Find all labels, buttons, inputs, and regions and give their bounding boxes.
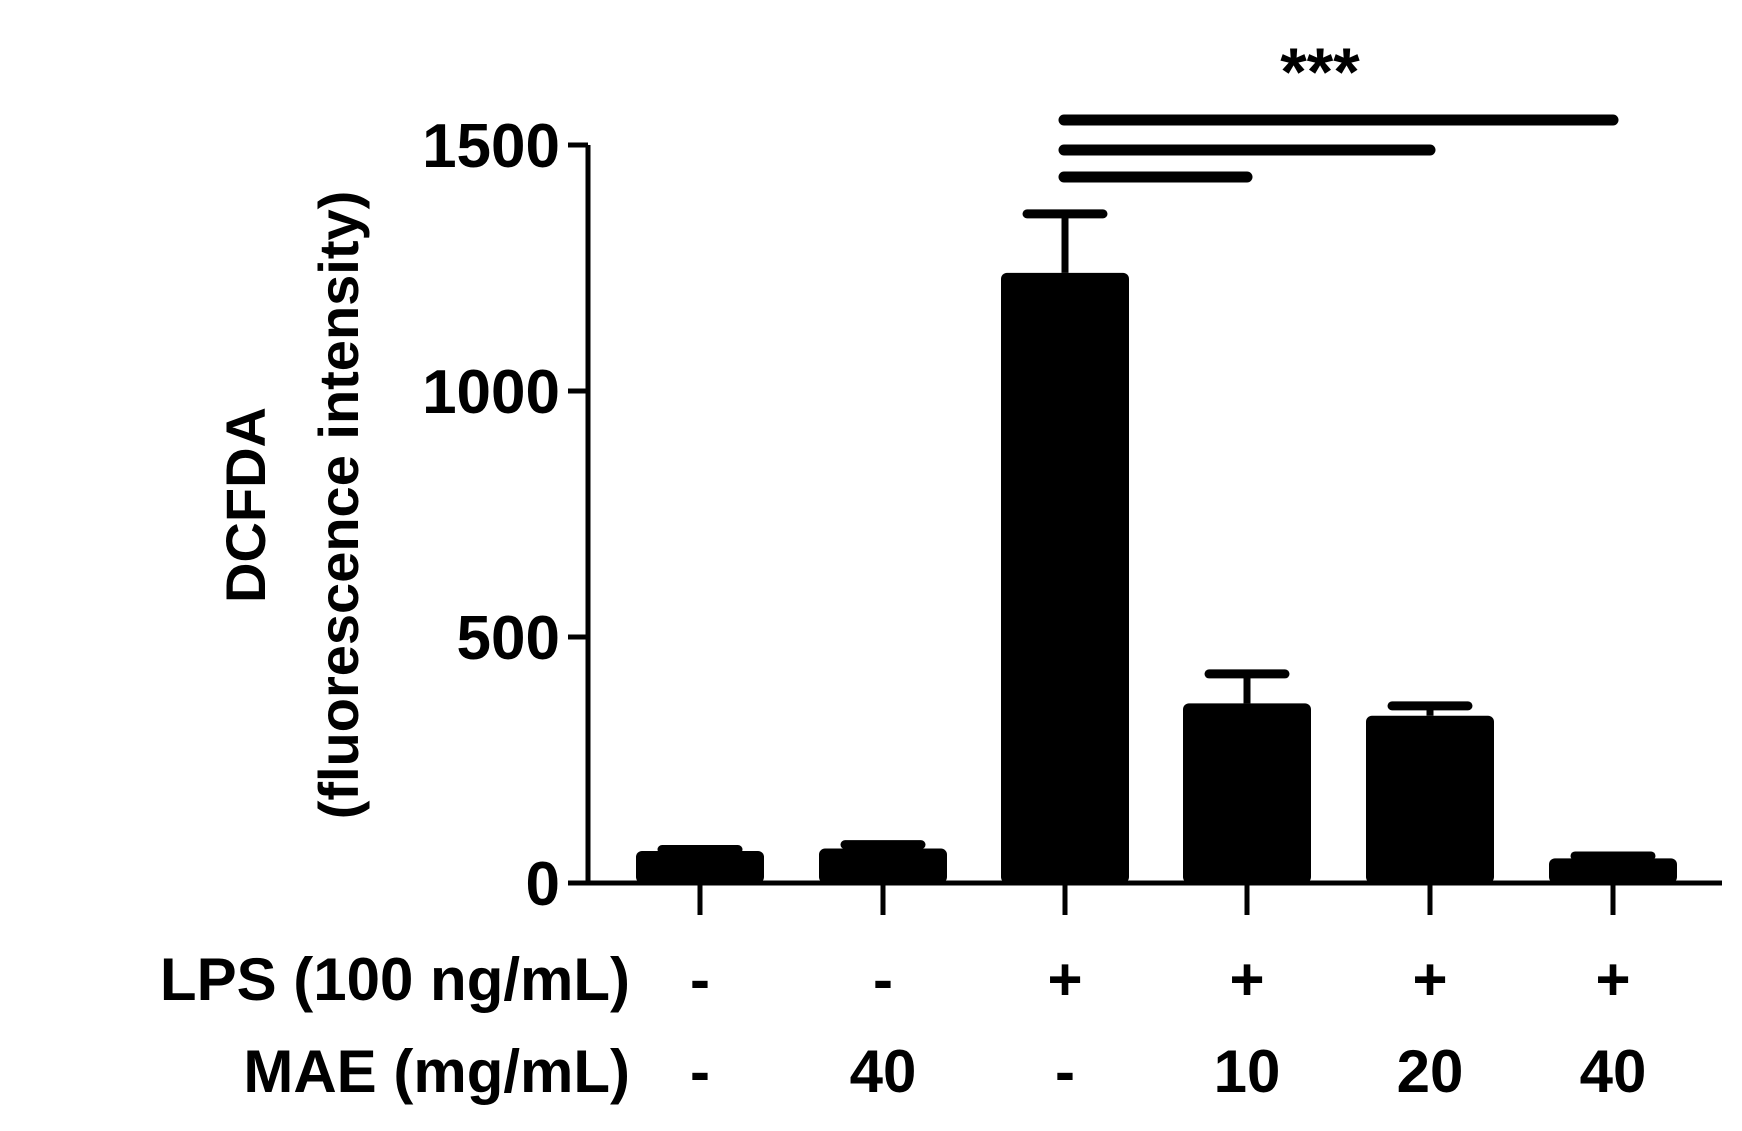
condition-value: + (1229, 946, 1264, 1013)
bar (1549, 858, 1677, 883)
y-axis-label-line-1: DCFDA (214, 407, 277, 603)
bar (819, 848, 947, 883)
y-axis-label: DCFDA (fluorescence intensity) (214, 191, 370, 820)
condition-table: LPS (100 ng/mL) - - + + + +MAE (mg/mL) -40-10 20… (160, 946, 1646, 1105)
bar (636, 851, 764, 883)
condition-value: + (1047, 946, 1082, 1013)
condition-value: - (873, 946, 893, 1013)
axes (585, 145, 1722, 886)
condition-value: + (1412, 946, 1447, 1013)
y-tick-label: 1500 (422, 112, 560, 181)
bars (636, 209, 1677, 883)
condition-row-label: MAE (mg/mL) (243, 1038, 630, 1105)
y-tick-label: 500 (457, 604, 560, 673)
significance-annotations: *** (1058, 34, 1619, 183)
condition-value: 20 (1397, 1038, 1464, 1105)
y-tick-label: 0 (526, 850, 560, 919)
condition-value: 10 (1214, 1038, 1281, 1105)
bar (1183, 703, 1311, 883)
condition-value: - (1055, 1038, 1075, 1105)
bar (1001, 272, 1129, 883)
significance-label: *** (1280, 34, 1360, 110)
condition-row-label: LPS (100 ng/mL) (160, 946, 630, 1013)
condition-value: - (690, 1038, 710, 1105)
condition-value: - (690, 946, 710, 1013)
y-axis-ticks: 0 500 1000 1500 (422, 112, 588, 919)
x-axis-ticks (697, 883, 1616, 915)
y-axis-label-line-2: (fluorescence intensity) (307, 191, 370, 820)
condition-value: + (1595, 946, 1630, 1013)
condition-value: 40 (1580, 1038, 1647, 1105)
bar (1366, 715, 1494, 883)
condition-value: 40 (850, 1038, 917, 1105)
y-tick-label: 1000 (422, 358, 560, 427)
